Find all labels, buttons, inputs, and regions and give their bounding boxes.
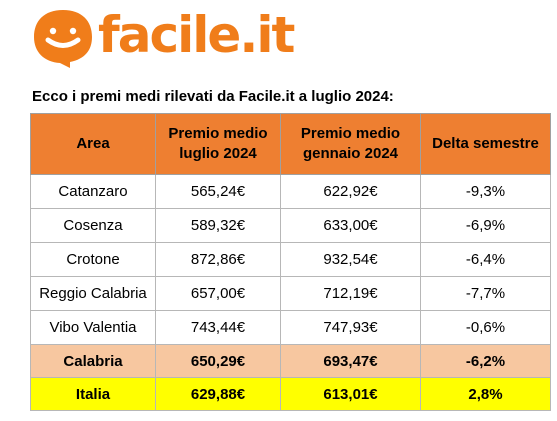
facile-logo: facile.it bbox=[30, 6, 295, 68]
delta-cell: 2,8% bbox=[420, 377, 551, 411]
area-cell: Catanzaro bbox=[30, 174, 156, 209]
delta-cell: -6,2% bbox=[420, 344, 551, 378]
header-area: Area bbox=[30, 113, 156, 175]
premio-gennaio-cell: 932,54€ bbox=[280, 242, 421, 277]
header-row: Area Premio medio luglio 2024 Premio med… bbox=[30, 113, 551, 175]
italia-total-row: Italia 629,88€ 613,01€ 2,8% bbox=[30, 377, 551, 411]
premiums-table: Area Premio medio luglio 2024 Premio med… bbox=[30, 113, 551, 411]
calabria-total-row: Calabria 650,29€ 693,47€ -6,2% bbox=[30, 344, 551, 378]
premio-gennaio-cell: 693,47€ bbox=[280, 344, 421, 378]
area-cell: Cosenza bbox=[30, 208, 156, 243]
subtitle: Ecco i premi medi rilevati da Facile.it … bbox=[32, 88, 394, 105]
table-row: Vibo Valentia 743,44€ 747,93€ -0,6% bbox=[30, 310, 551, 345]
delta-cell: -6,4% bbox=[420, 242, 551, 277]
premio-luglio-cell: 743,44€ bbox=[155, 310, 281, 345]
premio-luglio-cell: 629,88€ bbox=[155, 377, 281, 411]
premio-luglio-cell: 565,24€ bbox=[155, 174, 281, 209]
table-row: Cosenza 589,32€ 633,00€ -6,9% bbox=[30, 208, 551, 243]
premio-gennaio-cell: 712,19€ bbox=[280, 276, 421, 311]
area-cell: Italia bbox=[30, 377, 156, 411]
premio-luglio-cell: 872,86€ bbox=[155, 242, 281, 277]
header-premio-gennaio: Premio medio gennaio 2024 bbox=[280, 113, 421, 175]
delta-cell: -9,3% bbox=[420, 174, 551, 209]
premio-luglio-cell: 650,29€ bbox=[155, 344, 281, 378]
premio-luglio-cell: 589,32€ bbox=[155, 208, 281, 243]
premio-gennaio-cell: 613,01€ bbox=[280, 377, 421, 411]
delta-cell: -6,9% bbox=[420, 208, 551, 243]
area-cell: Calabria bbox=[30, 344, 156, 378]
premio-gennaio-cell: 633,00€ bbox=[280, 208, 421, 243]
header-delta: Delta semestre bbox=[420, 113, 551, 175]
chat-bubble-logo-icon bbox=[34, 10, 92, 68]
table-row: Crotone 872,86€ 932,54€ -6,4% bbox=[30, 242, 551, 277]
area-cell: Crotone bbox=[30, 242, 156, 277]
premio-gennaio-cell: 622,92€ bbox=[280, 174, 421, 209]
table-row: Reggio Calabria 657,00€ 712,19€ -7,7% bbox=[30, 276, 551, 311]
area-cell: Reggio Calabria bbox=[30, 276, 156, 311]
premio-luglio-cell: 657,00€ bbox=[155, 276, 281, 311]
delta-cell: -7,7% bbox=[420, 276, 551, 311]
header-premio-luglio: Premio medio luglio 2024 bbox=[155, 113, 281, 175]
logo-text: facile.it bbox=[98, 6, 295, 64]
delta-cell: -0,6% bbox=[420, 310, 551, 345]
area-cell: Vibo Valentia bbox=[30, 310, 156, 345]
premio-gennaio-cell: 747,93€ bbox=[280, 310, 421, 345]
table-row: Catanzaro 565,24€ 622,92€ -9,3% bbox=[30, 174, 551, 209]
